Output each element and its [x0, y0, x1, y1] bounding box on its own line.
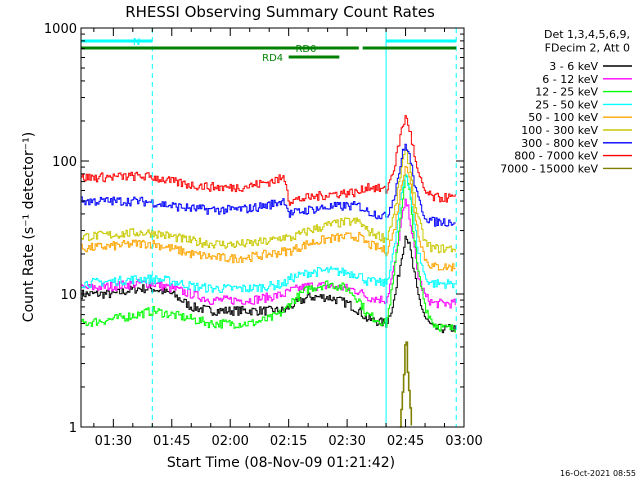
night-label: N — [133, 37, 140, 48]
x-tick-label: 02:30 — [328, 434, 365, 449]
series-7 — [81, 115, 456, 206]
series-layer — [81, 115, 456, 428]
series-line — [81, 147, 456, 254]
legend-label: 3 - 6 keV — [549, 60, 598, 73]
chart-title: RHESSI Observing Summary Count Rates — [125, 3, 435, 21]
x-tick-label: 01:30 — [95, 434, 132, 449]
y-tick-label: 1 — [69, 421, 77, 436]
annotation-layer: N RD0 RD4 — [81, 28, 457, 427]
x-tick-label: 02:45 — [387, 434, 424, 449]
x-tick-label: 02:15 — [270, 434, 307, 449]
plot-frame — [80, 27, 465, 428]
series-line — [399, 341, 413, 428]
legend-label: 12 - 25 keV — [535, 86, 598, 99]
x-axis-label: Start Time (08-Nov-09 01:21:42) — [167, 455, 395, 471]
series-line — [81, 165, 456, 272]
rd4-label: RD4 — [262, 53, 283, 64]
legend-label: 7000 - 15000 keV — [500, 162, 598, 175]
series-1 — [81, 198, 456, 309]
series-6 — [81, 143, 456, 227]
y-axis-label: Count Rate (s⁻¹ detector⁻¹) — [21, 132, 37, 322]
series-line — [81, 174, 456, 293]
footer-timestamp: 16-Oct-2021 08:55 — [560, 469, 636, 478]
series-line — [81, 174, 456, 333]
series-line — [81, 143, 456, 227]
legend-label: 6 - 12 keV — [542, 73, 598, 86]
legend-label: 300 - 800 keV — [521, 137, 598, 150]
series-0 — [81, 235, 456, 334]
axes-layer: 01:30 01:45 02:00 02:15 02:30 02:45 03:00 1 10 10… — [44, 22, 483, 449]
legend: Det 1,3,4,5,6,9,FDecim 2, Att 0 3 - 6 keV… — [500, 28, 632, 175]
legend-header: FDecim 2, Att 0 — [545, 42, 630, 55]
y-tick-label: 1000 — [44, 22, 77, 37]
series-3 — [81, 174, 456, 293]
y-tick-label: 100 — [52, 155, 77, 170]
x-tick-label: 02:00 — [211, 434, 248, 449]
rd0-label: RD0 — [295, 44, 316, 55]
legend-label: 800 - 7000 keV — [514, 150, 598, 163]
legend-label: 50 - 100 keV — [528, 111, 598, 124]
series-4 — [81, 165, 456, 272]
x-tick-label: 03:00 — [445, 434, 482, 449]
x-tick-label: 01:45 — [153, 434, 190, 449]
legend-label: 25 - 50 keV — [535, 98, 598, 111]
series-line — [81, 235, 456, 334]
legend-header: Det 1,3,4,5,6,9, — [544, 28, 630, 41]
series-line — [81, 115, 456, 206]
y-tick-label: 10 — [60, 288, 77, 303]
series-2 — [81, 174, 456, 333]
series-8 — [399, 341, 413, 428]
series-5 — [81, 147, 456, 254]
legend-label: 100 - 300 keV — [521, 124, 598, 137]
series-line — [81, 198, 456, 309]
